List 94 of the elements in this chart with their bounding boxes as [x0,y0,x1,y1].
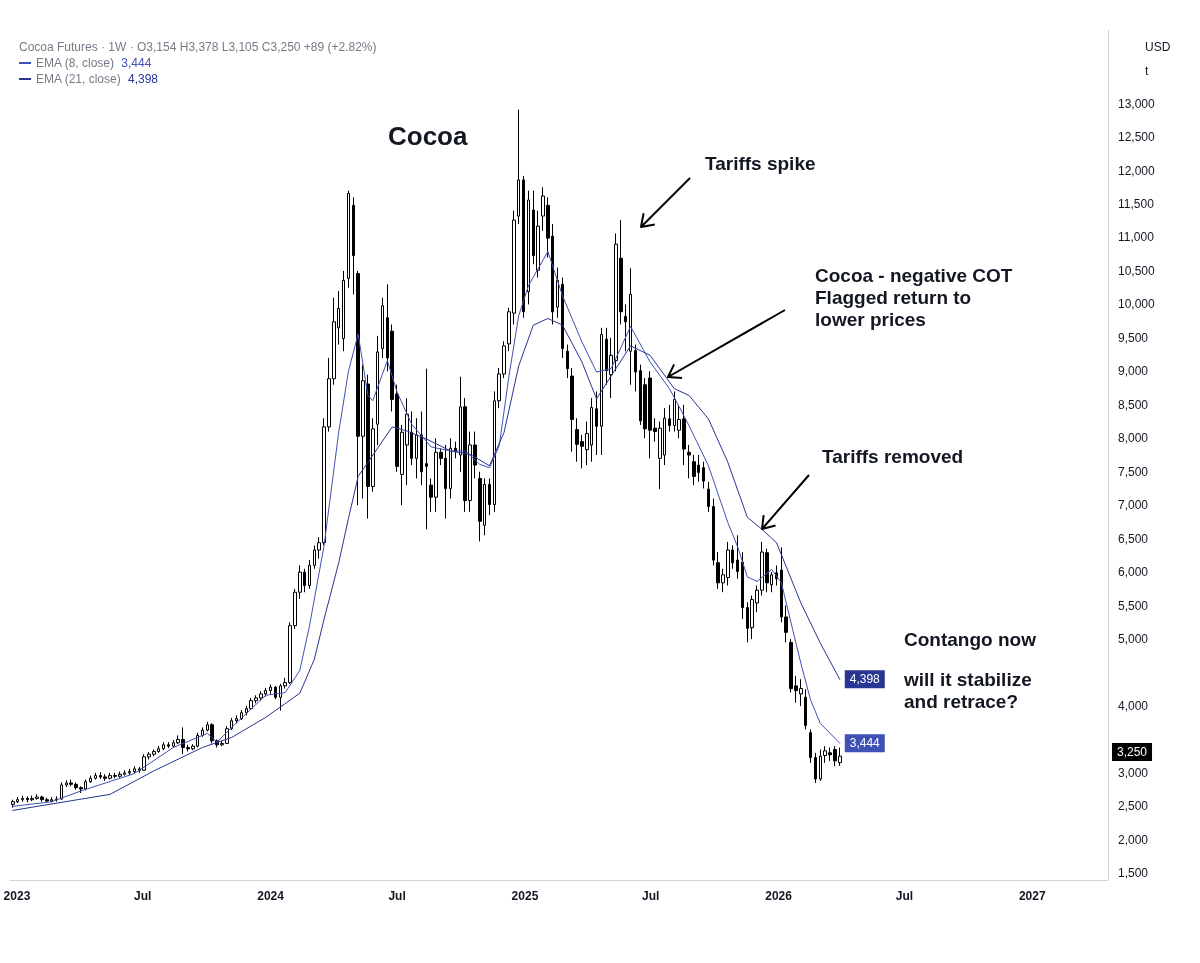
candlestick [814,752,817,784]
y-tick-label: 4,000 [1118,698,1149,713]
candlestick [566,344,569,379]
candlestick [347,190,350,289]
candlestick [415,417,418,479]
y-tick-label: 2,000 [1118,832,1149,847]
y-tick-label: 3,000 [1118,765,1149,780]
candlestick [133,765,136,774]
x-tick-label: Jul [895,889,914,903]
candlestick [702,461,705,489]
y-tick-label: 8,000 [1118,431,1149,446]
annotation: Tariffs spike [705,152,816,174]
y-tick-label: 10,500 [1118,263,1156,278]
data-label: 3,444 [849,736,881,751]
candlestick [736,534,739,580]
candlestick [167,741,170,749]
candlestick [376,335,379,446]
y-tick-label: 8,500 [1118,397,1149,412]
candlestick [449,437,452,499]
candlestick [60,781,63,801]
y-tick-label: 9,500 [1118,330,1149,345]
candlestick [629,267,632,386]
candlestick [522,175,525,319]
legend-label: EMA (8, close) [36,56,115,70]
annotation: will it stabilize and retrace? [903,668,1032,712]
annotation: Cocoa - negative COT Flagged return to lower prices [815,264,1013,330]
candlestick [235,714,238,724]
candlestick [478,471,482,542]
candlestick [741,551,744,620]
y-tick-label: 10,000 [1118,297,1156,312]
candlestick [488,477,491,516]
candlestick [561,277,564,359]
candlestick [804,688,807,730]
candlestick [11,799,15,809]
y-tick-label: 1,500 [1118,866,1149,881]
candlestick [809,728,812,764]
candlestick [89,775,92,784]
x-tick-label: 2026 [765,889,793,903]
y-tick-label: 12,500 [1118,130,1156,145]
y-tick-label: 11,000 [1118,230,1155,245]
candlestick [517,109,520,225]
y-tick-label: 6,500 [1118,531,1149,546]
x-tick-label: Jul [134,889,152,903]
candlestick [570,367,574,453]
candlestick [269,684,272,695]
candlestick [687,444,691,479]
x-tick-label: Jul [388,889,406,903]
text: Cocoa Futures · 1W · O3,154 H3,378 L3,105 C3,250 +89 (+2.82%) [19,40,377,54]
candlestick [352,196,355,295]
y-tick-label: 5,000 [1118,632,1149,647]
candlestick [527,190,530,305]
y-tick-label: 2,500 [1118,799,1149,814]
annotation: Tariffs removed [822,445,964,467]
candlestick [819,748,822,782]
text: USD [1145,40,1171,54]
y-tick-label: 12,000 [1118,163,1156,178]
candlestick [624,303,627,352]
candlestick [634,344,637,392]
candlestick [128,768,131,776]
candlestick [600,327,603,456]
text: Cocoa [388,121,468,151]
candlestick [425,368,428,530]
candlestick [556,267,559,319]
candlestick [21,795,24,803]
annotation: Contango now [904,628,1037,650]
y-tick-label: 7,000 [1118,498,1149,513]
y-tick-label: 13,000 [1118,96,1156,111]
y-tick-label: 11,500 [1118,197,1155,212]
candlestick [420,411,423,486]
x-tick-label: 2023 [3,889,31,903]
y-tick-label: 6,000 [1118,565,1149,580]
candlestick [595,390,598,456]
x-tick-label: 2027 [1018,889,1046,903]
candlestick [692,454,696,486]
data-label: 4,398 [849,672,881,687]
text: t [1145,64,1149,78]
candlestick [707,481,710,513]
y-tick-label: 5,500 [1118,598,1149,613]
y-tick-label: 9,000 [1118,364,1149,379]
candlestick [162,741,165,751]
candlestick [94,772,97,781]
candlestick [668,404,671,433]
y-tick-label: 7,500 [1118,464,1149,479]
x-tick-label: Jul [642,889,660,903]
text: 3,444 [121,56,152,70]
candlestick [712,498,715,566]
text: 3,250 [1117,745,1148,759]
x-tick-label: 2024 [257,889,285,903]
candlestick [308,559,311,590]
candlestick [342,270,345,352]
candlestick [381,297,384,359]
x-tick-label: 2025 [511,889,539,903]
text: 4,398 [128,72,159,86]
legend-label: EMA (21, close) [36,72,121,86]
